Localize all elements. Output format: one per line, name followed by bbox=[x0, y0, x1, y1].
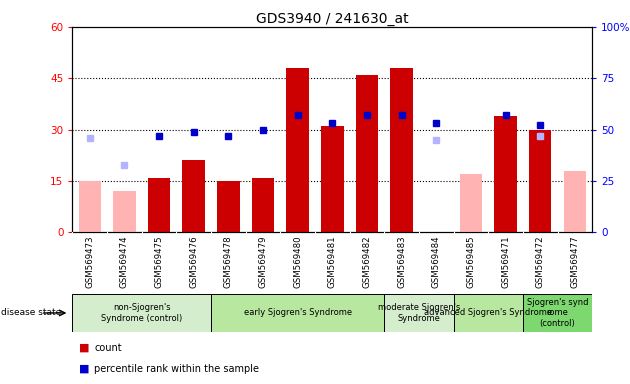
Text: non-Sjogren's
Syndrome (control): non-Sjogren's Syndrome (control) bbox=[101, 303, 182, 323]
Text: Sjogren's synd
rome
(control): Sjogren's synd rome (control) bbox=[527, 298, 588, 328]
Bar bbox=[356, 75, 378, 232]
Text: GSM569485: GSM569485 bbox=[466, 235, 476, 288]
Text: disease state: disease state bbox=[1, 308, 61, 318]
Text: GSM569472: GSM569472 bbox=[536, 235, 545, 288]
Text: ■: ■ bbox=[79, 343, 89, 353]
Bar bbox=[564, 170, 586, 232]
Text: advanced Sjogren's Syndrome: advanced Sjogren's Syndrome bbox=[424, 308, 553, 318]
Text: ■: ■ bbox=[79, 364, 89, 374]
Bar bbox=[495, 116, 517, 232]
Text: GSM569483: GSM569483 bbox=[397, 235, 406, 288]
Bar bbox=[391, 68, 413, 232]
Text: GSM569473: GSM569473 bbox=[85, 235, 94, 288]
Text: GSM569478: GSM569478 bbox=[224, 235, 233, 288]
Bar bbox=[211, 294, 384, 332]
Text: count: count bbox=[94, 343, 122, 353]
Text: GSM569482: GSM569482 bbox=[362, 235, 372, 288]
Bar bbox=[529, 130, 551, 232]
Text: GSM569475: GSM569475 bbox=[154, 235, 164, 288]
Title: GDS3940 / 241630_at: GDS3940 / 241630_at bbox=[256, 12, 409, 26]
Bar bbox=[183, 161, 205, 232]
Bar bbox=[384, 294, 454, 332]
Bar bbox=[252, 177, 274, 232]
Text: GSM569481: GSM569481 bbox=[328, 235, 337, 288]
Bar bbox=[72, 294, 211, 332]
Text: GSM569476: GSM569476 bbox=[189, 235, 198, 288]
Text: GSM569477: GSM569477 bbox=[570, 235, 580, 288]
Text: GSM569484: GSM569484 bbox=[432, 235, 441, 288]
Text: early Sjogren's Syndrome: early Sjogren's Syndrome bbox=[244, 308, 352, 318]
Bar bbox=[148, 177, 170, 232]
Text: moderate Sjogren's
Syndrome: moderate Sjogren's Syndrome bbox=[378, 303, 460, 323]
Text: GSM569474: GSM569474 bbox=[120, 235, 129, 288]
Bar bbox=[321, 126, 343, 232]
Bar bbox=[523, 294, 592, 332]
Bar bbox=[460, 174, 482, 232]
Text: GSM569480: GSM569480 bbox=[293, 235, 302, 288]
Text: GSM569471: GSM569471 bbox=[501, 235, 510, 288]
Text: percentile rank within the sample: percentile rank within the sample bbox=[94, 364, 260, 374]
Bar bbox=[454, 294, 523, 332]
Text: GSM569479: GSM569479 bbox=[258, 235, 268, 288]
Bar bbox=[113, 191, 135, 232]
Bar bbox=[79, 181, 101, 232]
Bar bbox=[217, 181, 239, 232]
Bar bbox=[287, 68, 309, 232]
